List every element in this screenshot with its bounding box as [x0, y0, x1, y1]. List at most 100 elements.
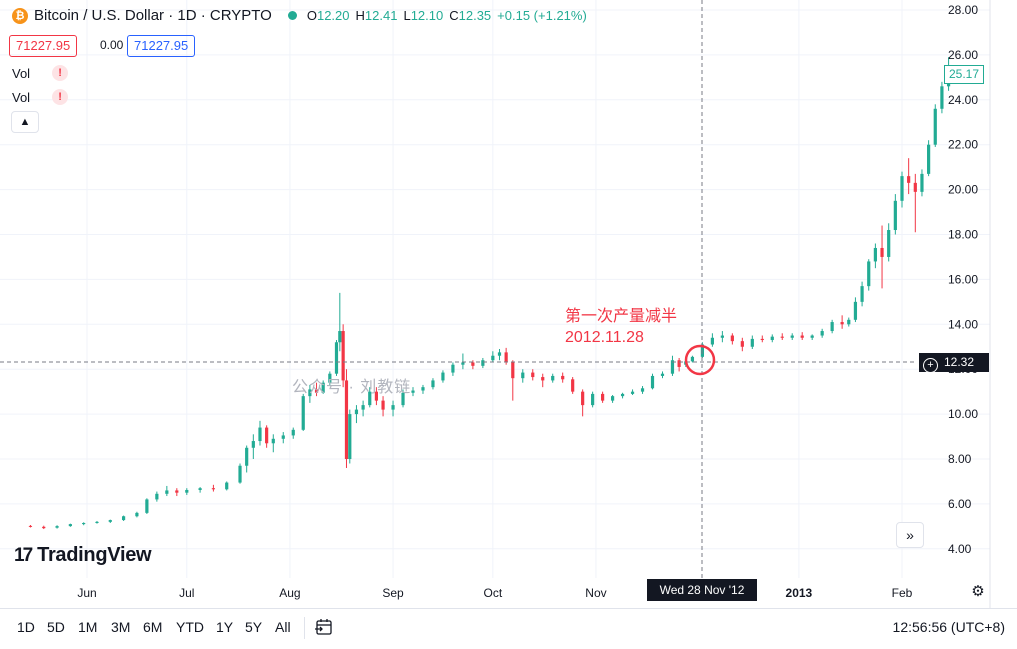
- symbol-legend[interactable]: ₿ Bitcoin / U.S. Dollar · 1D · CRYPTO O1…: [12, 7, 587, 24]
- candle: [491, 351, 495, 363]
- price-tick-label: 20.00: [948, 183, 978, 197]
- candle-body: [431, 380, 435, 388]
- price-tick-label: 10.00: [948, 407, 978, 421]
- candle: [730, 333, 734, 345]
- candle-body: [913, 182, 917, 192]
- candle-body: [348, 414, 352, 459]
- candle: [108, 519, 112, 523]
- candle: [780, 333, 784, 341]
- candles: [28, 57, 951, 530]
- timeframe-1m[interactable]: 1M: [78, 619, 98, 635]
- candlestick-chart[interactable]: 4.006.008.0010.0012.0014.0016.0018.0020.…: [0, 0, 1017, 608]
- time-tick-label: Oct: [484, 586, 503, 600]
- candle: [867, 259, 871, 291]
- collapse-legend-button[interactable]: ▲: [11, 111, 39, 133]
- price-tick-label: 6.00: [948, 497, 972, 511]
- time-tick-label: Sep: [382, 586, 404, 600]
- time-tick-label: Jul: [179, 586, 194, 600]
- tradingview-logo-icon: 17: [14, 544, 33, 566]
- candle-body: [810, 335, 814, 338]
- candle-body: [361, 405, 365, 410]
- candle: [853, 297, 858, 323]
- halving-circle: [684, 344, 716, 376]
- candle: [265, 425, 269, 448]
- candle-body: [82, 522, 86, 525]
- candle-body: [211, 488, 216, 490]
- candle-body: [108, 520, 112, 522]
- candle-body: [145, 499, 149, 513]
- candle: [411, 387, 415, 397]
- candle-body: [900, 176, 904, 201]
- timeframe-5d[interactable]: 5D: [47, 619, 65, 635]
- candle-body: [341, 331, 345, 381]
- gear-icon[interactable]: ⚙: [971, 583, 985, 600]
- timeframe-6m[interactable]: 6M: [143, 619, 163, 635]
- candle-body: [401, 392, 405, 406]
- candle-body: [853, 301, 858, 320]
- tradingview-logo[interactable]: 17 TradingView: [14, 544, 152, 567]
- candle: [571, 377, 575, 394]
- candle-body: [381, 400, 385, 410]
- candle-body: [630, 391, 635, 394]
- candle-body: [391, 405, 395, 410]
- candle-body: [271, 438, 275, 444]
- double-chevron-right-icon: »: [906, 527, 914, 543]
- candle: [521, 369, 525, 383]
- candle-body: [334, 342, 339, 374]
- timezone-clock[interactable]: 12:56:56 (UTC+8): [892, 619, 1005, 635]
- volume-indicator-1[interactable]: Vol !: [12, 65, 69, 81]
- candle-body: [121, 516, 126, 521]
- candle-body: [198, 488, 202, 490]
- grid: [0, 0, 990, 578]
- ohlc-open: O12.20: [306, 8, 350, 23]
- timeframe-5y[interactable]: 5Y: [245, 619, 263, 635]
- candle: [165, 485, 169, 497]
- candle-body: [551, 375, 555, 381]
- candle: [225, 481, 229, 491]
- candle-body: [301, 396, 305, 430]
- sell-price-button[interactable]: 71227.95: [9, 35, 78, 57]
- candle: [245, 445, 249, 473]
- scroll-to-realtime-button[interactable]: »: [896, 522, 924, 548]
- timeframe-all[interactable]: All: [275, 619, 291, 635]
- price-axis[interactable]: 4.006.008.0010.0012.0014.0016.0018.0020.…: [948, 3, 978, 556]
- timeframe-1y[interactable]: 1Y: [216, 619, 234, 635]
- buy-price-button[interactable]: 71227.95: [127, 35, 196, 57]
- candle-body: [750, 338, 754, 347]
- chevron-up-icon: ▲: [19, 116, 31, 128]
- price-tick-label: 8.00: [948, 452, 972, 466]
- candle: [887, 223, 891, 262]
- candle: [900, 171, 904, 208]
- last-price-label: 25.17: [944, 65, 985, 84]
- candle: [531, 369, 535, 381]
- candle: [421, 384, 425, 394]
- crosshair-price-label[interactable]: +12.32: [919, 353, 989, 373]
- calendar-range-icon[interactable]: [314, 617, 334, 637]
- symbol-title[interactable]: Bitcoin / U.S. Dollar · 1D · CRYPTO: [34, 7, 272, 24]
- candle: [271, 434, 275, 453]
- candle-body: [185, 489, 189, 493]
- warning-icon[interactable]: !: [52, 65, 69, 81]
- candle: [610, 395, 615, 403]
- time-tick-label: Feb: [892, 586, 913, 600]
- price-tick-label: 14.00: [948, 317, 978, 331]
- volume-indicator-2[interactable]: Vol !: [12, 89, 69, 105]
- candle-body: [281, 435, 285, 439]
- candle-body: [165, 490, 169, 494]
- candle: [720, 331, 724, 343]
- candle-body: [471, 362, 475, 366]
- candle-body: [893, 200, 897, 231]
- timeframe-3m[interactable]: 3M: [111, 619, 131, 635]
- candle: [690, 355, 695, 363]
- candle: [68, 523, 72, 527]
- time-axis[interactable]: Jun Jul Aug Sep Oct Nov 2013 Feb: [77, 586, 912, 600]
- candle-body: [291, 429, 295, 436]
- candle: [381, 396, 385, 417]
- timeframe-1d[interactable]: 1D: [17, 619, 35, 635]
- candle: [497, 348, 502, 361]
- candle: [344, 369, 349, 468]
- warning-icon[interactable]: !: [52, 89, 69, 105]
- plus-circle-icon[interactable]: +: [923, 358, 938, 373]
- timeframe-ytd[interactable]: YTD: [176, 619, 204, 635]
- candle-body: [880, 247, 884, 257]
